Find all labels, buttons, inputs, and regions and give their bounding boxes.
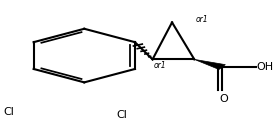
Text: OH: OH bbox=[256, 62, 274, 72]
Text: Cl: Cl bbox=[116, 110, 127, 120]
Text: O: O bbox=[219, 94, 228, 104]
Text: or1: or1 bbox=[196, 15, 208, 24]
Polygon shape bbox=[194, 59, 225, 69]
Text: or1: or1 bbox=[153, 61, 166, 70]
Text: Cl: Cl bbox=[3, 107, 14, 117]
